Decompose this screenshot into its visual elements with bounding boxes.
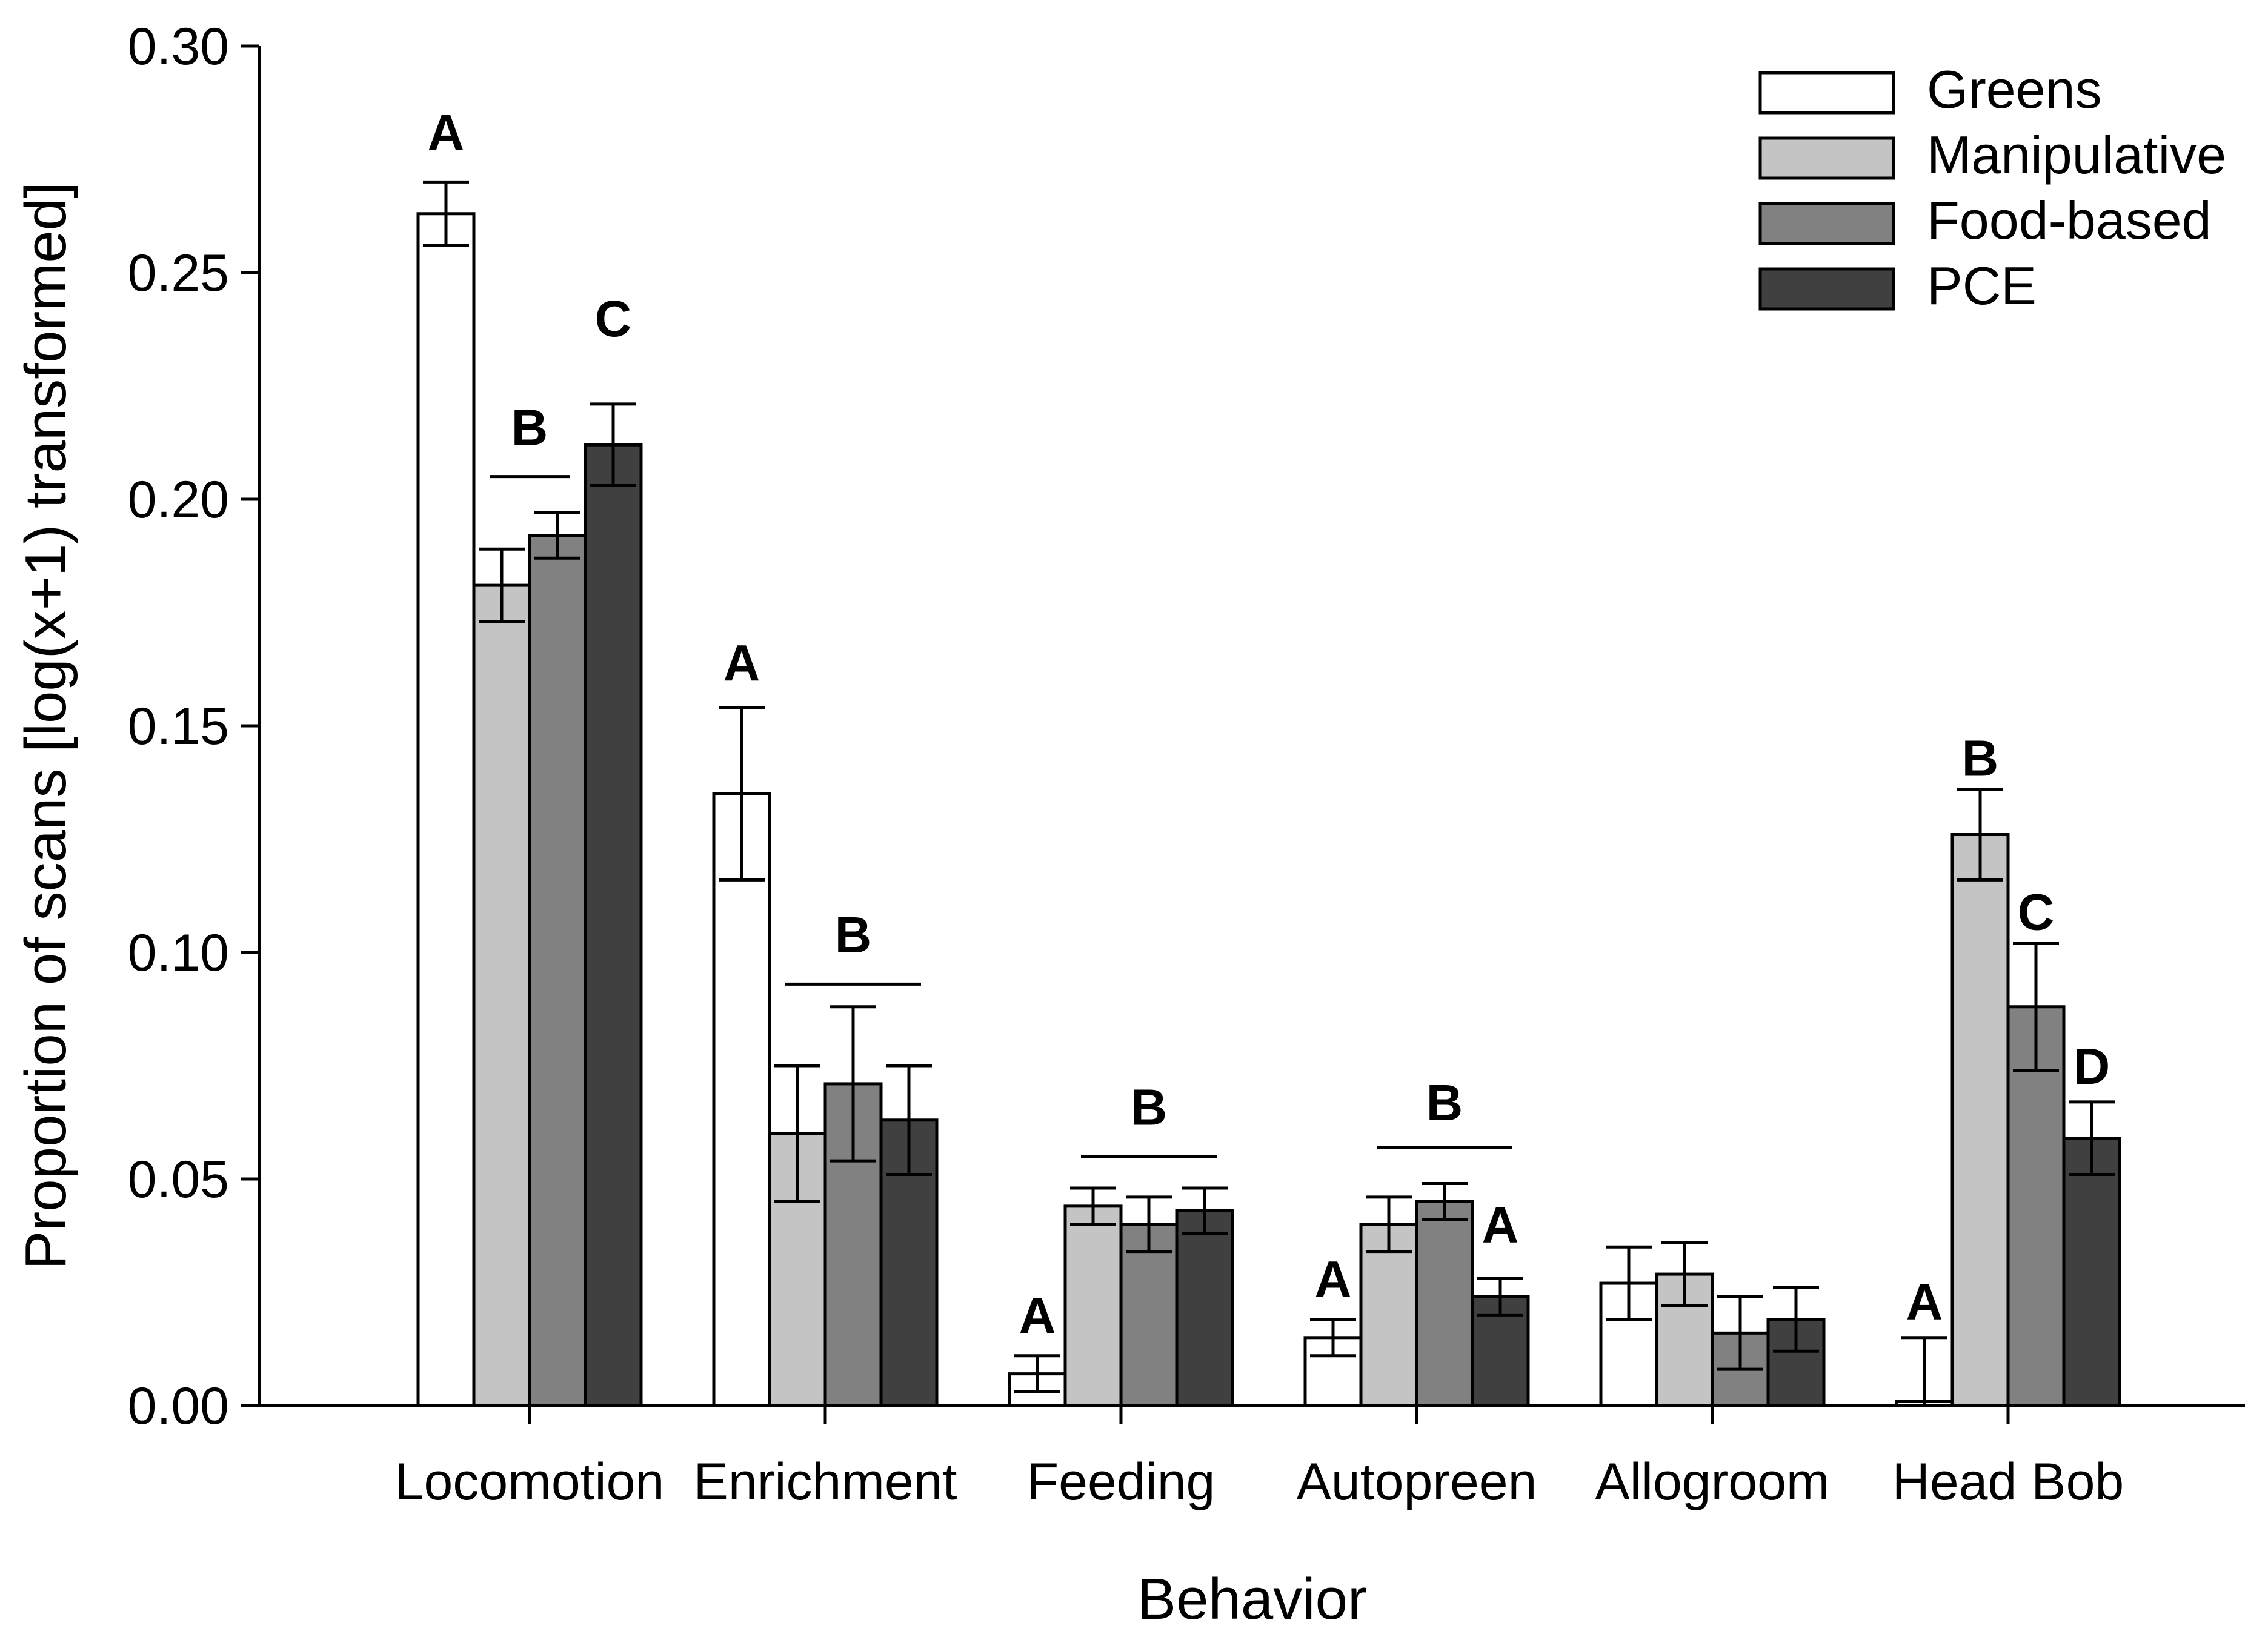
x-tick-label: Enrichment bbox=[694, 1453, 957, 1511]
x-tick-label: Feeding bbox=[1027, 1453, 1215, 1511]
x-tick-label: Locomotion bbox=[395, 1453, 665, 1511]
y-tick-label: 0.25 bbox=[128, 244, 229, 302]
y-tick-label: 0.30 bbox=[128, 18, 229, 76]
legend-label: Food-based bbox=[1927, 190, 2212, 250]
legend-swatch bbox=[1758, 136, 1895, 180]
bar bbox=[472, 583, 531, 1407]
x-axis-title: Behavior bbox=[1137, 1567, 1367, 1632]
bar bbox=[1063, 1204, 1123, 1407]
significance-letter: C bbox=[595, 290, 632, 347]
significance-letter: D bbox=[2073, 1038, 2110, 1095]
significance-letter: A bbox=[1019, 1287, 1056, 1344]
legend-swatch bbox=[1758, 202, 1895, 245]
legend-label: Manipulative bbox=[1927, 125, 2226, 185]
x-tick-label: Autopreen bbox=[1297, 1453, 1537, 1511]
bar bbox=[416, 212, 476, 1407]
bar bbox=[528, 534, 587, 1407]
x-axis-ticks: Locomotion Enrichment Feeding Autopreen Allo… bbox=[395, 1406, 2124, 1511]
significance-letter: B bbox=[835, 906, 872, 963]
bar bbox=[2062, 1137, 2121, 1407]
legend-label: Greens bbox=[1927, 59, 2102, 119]
significance-letter: A bbox=[723, 634, 760, 691]
bar bbox=[1175, 1209, 1234, 1407]
y-tick-label: 0.05 bbox=[128, 1151, 229, 1209]
bar bbox=[712, 792, 771, 1407]
significance-letter: A bbox=[428, 104, 465, 161]
significance-letter: B bbox=[1131, 1078, 1168, 1135]
bar-layer bbox=[416, 180, 2121, 1407]
significance-letter: A bbox=[1906, 1274, 1943, 1330]
legend-label: PCE bbox=[1927, 256, 2037, 316]
bar bbox=[584, 443, 643, 1407]
y-axis-title: Proportion of scans [log(x+1) transforme… bbox=[13, 182, 78, 1270]
x-tick-label: Allogroom bbox=[1595, 1453, 1829, 1511]
significance-letter: B bbox=[1426, 1074, 1463, 1131]
y-tick-label: 0.00 bbox=[128, 1377, 229, 1435]
significance-letter: A bbox=[1482, 1197, 1519, 1254]
significance-letter: B bbox=[511, 399, 548, 456]
y-tick-label: 0.10 bbox=[128, 924, 229, 982]
significance-letter: A bbox=[1315, 1251, 1352, 1308]
y-axis-ticks: 0.00 0.05 0.10 0.15 0.20 0.25 0.30 bbox=[128, 18, 259, 1435]
bar bbox=[1415, 1200, 1474, 1407]
x-tick-label: Head Bob bbox=[1892, 1453, 2124, 1511]
y-tick-label: 0.15 bbox=[128, 697, 229, 756]
legend-swatch bbox=[1758, 267, 1895, 311]
significance-letter: C bbox=[2018, 884, 2055, 941]
significance-letter: B bbox=[1962, 729, 1999, 786]
legend-swatch bbox=[1758, 71, 1895, 115]
bar bbox=[1950, 833, 2010, 1407]
y-tick-label: 0.20 bbox=[128, 471, 229, 529]
